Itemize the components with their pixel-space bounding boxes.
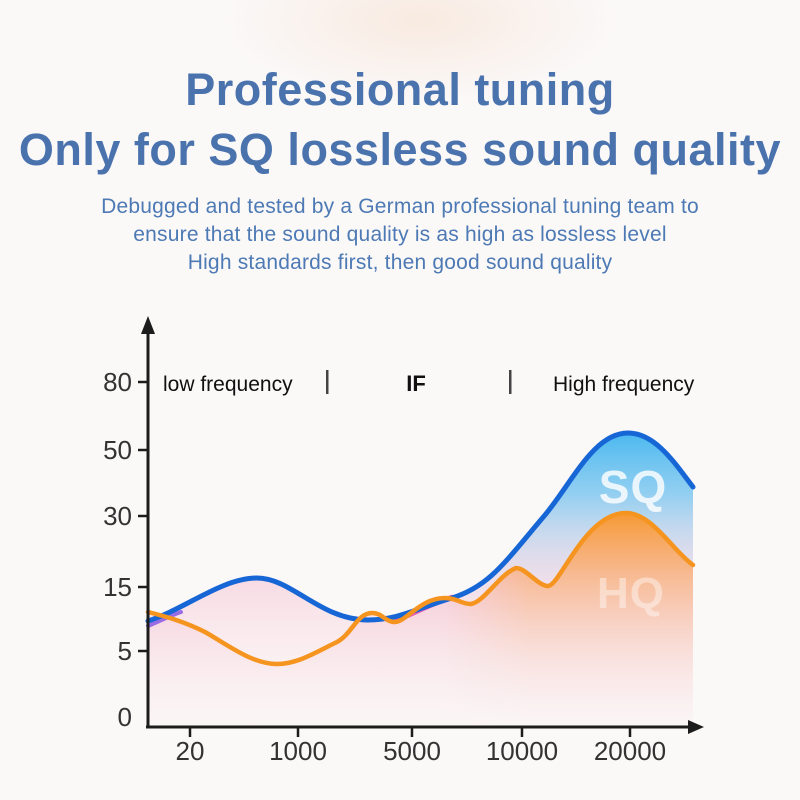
hq-area-fill [445,513,693,727]
region-label-if: IF [406,371,426,396]
title-line-2: Only for SQ lossless sound quality [18,124,782,176]
y-tick-label-0: 0 [118,702,132,732]
region-divider [509,370,512,394]
y-tick-label-50: 50 [103,435,132,465]
region-divider [326,370,329,394]
x-tick-label-5000: 5000 [383,736,441,766]
hq-curve [145,510,696,667]
x-tick-label-1000: 1000 [269,736,327,766]
sq-area-label: SQ [599,461,667,513]
chart-svg: 80 50 30 15 5 0 20 1000 5000 10000 20000… [103,316,704,766]
region-label-high-frequency: High frequency [553,373,695,396]
y-tick-label-15: 15 [103,572,132,602]
subtitle-line-2: ensure that the sound quality is as high… [133,223,667,246]
y-tick-label-80: 80 [103,367,132,397]
x-tick-label-20000: 20000 [594,736,666,766]
page-title: Professional tuning Only for SQ lossless… [0,60,800,180]
purple-curve-segment [146,610,183,628]
frequency-response-chart: 80 50 30 15 5 0 20 1000 5000 10000 20000… [0,300,800,800]
x-tick-label-10000: 10000 [486,736,558,766]
y-axis-arrow-icon [141,316,155,334]
x-axis-arrow-icon [688,720,704,734]
y-tick-label-5: 5 [118,636,132,666]
region-label-low-frequency: low frequency [163,373,293,396]
y-tick-label-30: 30 [103,501,132,531]
title-line-1: Professional tuning [185,64,615,116]
subtitle-line-3: High standards first, then good sound qu… [187,251,613,274]
page-subtitle: Debugged and tested by a German professi… [0,193,800,277]
subtitle-line-1: Debugged and tested by a German professi… [101,195,699,218]
hq-area-label: HQ [597,569,665,618]
x-tick-label-20: 20 [176,736,205,766]
